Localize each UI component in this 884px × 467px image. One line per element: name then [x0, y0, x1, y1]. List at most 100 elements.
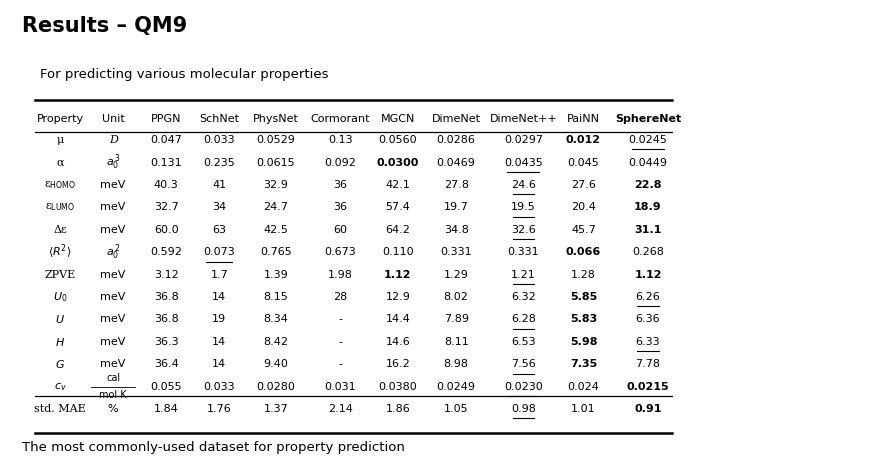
Text: 14.6: 14.6: [385, 337, 410, 347]
Text: 18.9: 18.9: [634, 202, 662, 212]
Text: 1.21: 1.21: [511, 269, 536, 280]
Text: 36: 36: [333, 202, 347, 212]
Text: The most commonly-used dataset for property prediction: The most commonly-used dataset for prope…: [22, 441, 405, 454]
Text: 28: 28: [333, 292, 347, 302]
Text: 22.8: 22.8: [634, 180, 662, 190]
Text: $a_0^{\,2}$: $a_0^{\,2}$: [106, 242, 120, 262]
Text: 7.35: 7.35: [570, 359, 597, 369]
Text: $U$: $U$: [55, 313, 65, 325]
Text: 0.0529: 0.0529: [256, 135, 295, 145]
Text: 1.37: 1.37: [263, 404, 288, 414]
Text: 42.1: 42.1: [385, 180, 410, 190]
Text: PhysNet: PhysNet: [253, 114, 299, 124]
Text: 0.0245: 0.0245: [629, 135, 667, 145]
Text: Δε: Δε: [53, 225, 67, 235]
Text: meV: meV: [101, 269, 126, 280]
Text: 24.6: 24.6: [511, 180, 536, 190]
Text: SphereNet: SphereNet: [615, 114, 681, 124]
Text: 1.98: 1.98: [328, 269, 353, 280]
Text: ε$_{\mathrm{LUMO}}$: ε$_{\mathrm{LUMO}}$: [45, 201, 75, 213]
Text: 6.28: 6.28: [511, 314, 536, 325]
Text: 0.0449: 0.0449: [629, 157, 667, 168]
Text: $c_v$: $c_v$: [54, 381, 66, 393]
Text: %: %: [108, 404, 118, 414]
Text: -: -: [339, 314, 342, 325]
Text: 0.0297: 0.0297: [504, 135, 543, 145]
Text: 8.15: 8.15: [263, 292, 288, 302]
Text: 36.8: 36.8: [154, 292, 179, 302]
Text: 8.34: 8.34: [263, 314, 288, 325]
Text: 0.033: 0.033: [203, 135, 235, 145]
Text: 0.073: 0.073: [203, 247, 235, 257]
Text: 0.765: 0.765: [260, 247, 292, 257]
Text: Property: Property: [36, 114, 84, 124]
Text: 7.56: 7.56: [511, 359, 536, 369]
Text: 0.045: 0.045: [568, 157, 599, 168]
Text: 31.1: 31.1: [635, 225, 661, 235]
Text: 14: 14: [212, 359, 226, 369]
Text: ε$_{\mathrm{HOMO}}$: ε$_{\mathrm{HOMO}}$: [44, 179, 76, 191]
Text: 1.39: 1.39: [263, 269, 288, 280]
Text: PPGN: PPGN: [151, 114, 181, 124]
Text: 0.0615: 0.0615: [256, 157, 295, 168]
Text: 27.8: 27.8: [444, 180, 469, 190]
Text: DimeNet++: DimeNet++: [490, 114, 557, 124]
Text: 0.0469: 0.0469: [437, 157, 476, 168]
Text: $U_0$: $U_0$: [53, 290, 67, 304]
Text: 0.235: 0.235: [203, 157, 235, 168]
Text: 6.26: 6.26: [636, 292, 660, 302]
Text: For predicting various molecular properties: For predicting various molecular propert…: [40, 68, 328, 81]
Text: 6.32: 6.32: [511, 292, 536, 302]
Text: meV: meV: [101, 337, 126, 347]
Text: meV: meV: [101, 180, 126, 190]
Text: 5.98: 5.98: [569, 337, 598, 347]
Text: 1.84: 1.84: [154, 404, 179, 414]
Text: 0.268: 0.268: [632, 247, 664, 257]
Text: meV: meV: [101, 225, 126, 235]
Text: $a_0^{\,3}$: $a_0^{\,3}$: [106, 153, 120, 172]
Text: 19: 19: [212, 314, 226, 325]
Text: 0.0300: 0.0300: [377, 157, 419, 168]
Text: α: α: [57, 157, 64, 168]
Text: 0.024: 0.024: [568, 382, 599, 392]
Text: 0.91: 0.91: [634, 404, 662, 414]
Text: 36: 36: [333, 180, 347, 190]
Text: 1.76: 1.76: [207, 404, 232, 414]
Text: 8.02: 8.02: [444, 292, 469, 302]
Text: 0.110: 0.110: [382, 247, 414, 257]
Text: 32.9: 32.9: [263, 180, 288, 190]
Text: 1.05: 1.05: [444, 404, 469, 414]
Text: meV: meV: [101, 314, 126, 325]
Text: 0.0215: 0.0215: [627, 382, 669, 392]
Text: D: D: [109, 135, 118, 145]
Text: PaiNN: PaiNN: [567, 114, 600, 124]
Text: Cormorant: Cormorant: [310, 114, 370, 124]
Text: 0.012: 0.012: [566, 135, 601, 145]
Text: 64.2: 64.2: [385, 225, 410, 235]
Text: $\langle R^2\rangle$: $\langle R^2\rangle$: [49, 243, 72, 261]
Text: 32.7: 32.7: [154, 202, 179, 212]
Text: MGCN: MGCN: [381, 114, 415, 124]
Text: 32.6: 32.6: [511, 225, 536, 235]
Text: 42.5: 42.5: [263, 225, 288, 235]
Text: 16.2: 16.2: [385, 359, 410, 369]
Text: 60.0: 60.0: [154, 225, 179, 235]
Text: 1.12: 1.12: [384, 269, 412, 280]
Text: 12.9: 12.9: [385, 292, 410, 302]
Text: DimeNet: DimeNet: [431, 114, 481, 124]
Text: μ: μ: [57, 135, 64, 145]
Text: 0.055: 0.055: [150, 382, 182, 392]
Text: 14: 14: [212, 337, 226, 347]
Text: 8.11: 8.11: [444, 337, 469, 347]
Text: 0.0280: 0.0280: [256, 382, 295, 392]
Text: $G$: $G$: [55, 358, 65, 370]
Text: 1.12: 1.12: [634, 269, 662, 280]
Text: 34: 34: [212, 202, 226, 212]
Text: 8.42: 8.42: [263, 337, 288, 347]
Text: 5.83: 5.83: [570, 314, 597, 325]
Text: 57.4: 57.4: [385, 202, 410, 212]
Text: 0.033: 0.033: [203, 382, 235, 392]
Text: 7.89: 7.89: [444, 314, 469, 325]
Text: 7.78: 7.78: [636, 359, 660, 369]
Text: $H$: $H$: [55, 336, 65, 348]
